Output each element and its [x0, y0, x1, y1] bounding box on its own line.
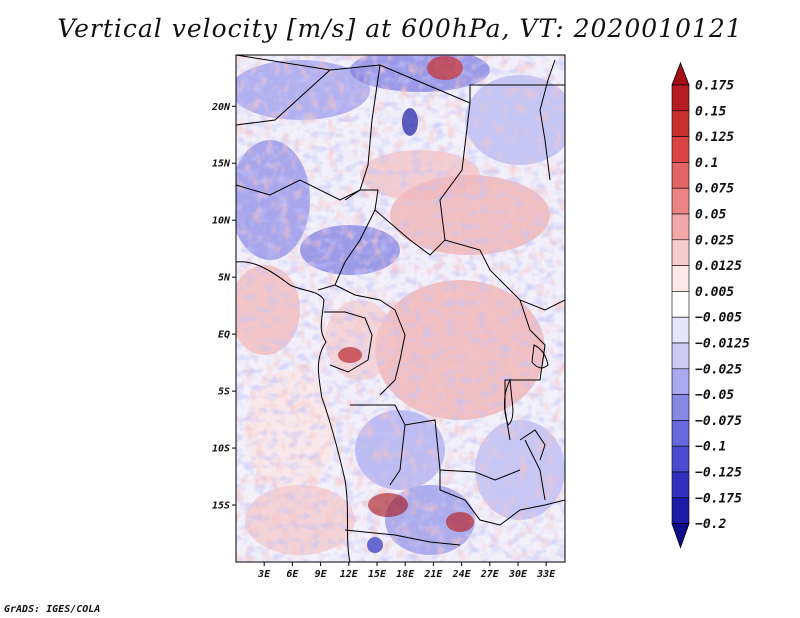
colorbar-swatch — [671, 239, 690, 266]
y-tick-label: 10N — [212, 216, 231, 227]
colorbar-level-label: −0.075 — [695, 414, 742, 429]
colorbar-level-label: 0.15 — [695, 104, 726, 119]
y-tick-label: 5N — [218, 273, 231, 284]
colorbar-swatch — [671, 342, 690, 370]
y-tick-label: 15N — [212, 159, 231, 170]
plot-frame — [235, 54, 566, 563]
colorbar-level-label: −0.175 — [695, 491, 742, 506]
x-tick-label: 33E — [536, 569, 556, 580]
colorbar-level-label: −0.05 — [695, 388, 734, 403]
colorbar-swatch — [671, 110, 690, 137]
x-tick-label: 3E — [257, 569, 271, 580]
colorbar-level-label: −0.125 — [695, 466, 742, 481]
colorbar-swatch — [671, 368, 690, 395]
colorbar-extend-bottom — [671, 523, 690, 549]
colorbar-level-label: 0.125 — [695, 130, 734, 145]
colorbar-level-label: −0.2 — [695, 517, 726, 532]
x-tick-label: 24E — [452, 569, 472, 580]
country-borders — [236, 55, 565, 562]
colorbar-swatch — [671, 136, 690, 163]
colorbar-swatch — [671, 497, 690, 524]
x-tick-label: 15E — [368, 569, 387, 580]
colorbar-swatch — [671, 316, 690, 344]
colorbar-swatch — [671, 265, 690, 292]
colorbar-level-label: 0.05 — [695, 208, 726, 223]
x-axis: 3E 6E 9E 12E 15E 18E 21E 24E 27E 30E 33E — [257, 562, 556, 580]
colorbar-level-label: −0.025 — [695, 362, 742, 377]
colorbar-swatch — [671, 445, 690, 473]
colorbar-swatch — [671, 84, 690, 112]
y-tick-label: 20N — [211, 102, 231, 113]
colorbar-level-label: −0.005 — [695, 311, 742, 326]
x-tick-label: 18E — [396, 569, 415, 580]
colorbar-swatch — [671, 471, 690, 499]
colorbar-swatch — [671, 420, 690, 447]
colorbar-swatch — [671, 213, 690, 241]
colorbar-swatch — [671, 187, 690, 215]
x-tick-label: 12E — [340, 569, 359, 580]
velocity-field — [236, 55, 565, 562]
chart-title: Vertical velocity [m/s] at 600hPa, VT: 2… — [57, 14, 743, 43]
colorbar-level-label: 0.005 — [695, 285, 734, 300]
colorbar-level-label: 0.075 — [695, 182, 734, 197]
colorbar-level-label: 0.0125 — [695, 259, 742, 274]
colorbar-swatch — [671, 394, 690, 421]
y-tick-label: 5S — [218, 387, 230, 398]
y-tick-label: EQ — [218, 330, 230, 341]
colorbar-level-label: −0.1 — [695, 440, 726, 455]
colorbar-swatch — [671, 162, 690, 189]
x-tick-label: 21E — [423, 569, 443, 580]
colorbar-swatch — [671, 291, 690, 318]
colorbar: 0.175 0.15 0.125 0.1 0.075 0.05 0.025 0.0125 0.0… — [671, 61, 750, 549]
y-tick-label: 10S — [212, 444, 230, 455]
colorbar-level-label: 0.1 — [695, 156, 718, 171]
y-tick-label: 15S — [212, 501, 230, 512]
colorbar-level-label: 0.175 — [695, 79, 734, 94]
colorbar-extend-top — [671, 61, 690, 86]
x-tick-label: 6E — [286, 569, 299, 580]
x-tick-label: 27E — [480, 569, 500, 580]
x-tick-label: 30E — [508, 569, 528, 580]
grads-credit: GrADS: IGES/COLA — [4, 604, 101, 615]
y-axis: 20N 15N 10N 5N EQ 5S 10S 15S — [211, 102, 236, 512]
colorbar-level-label: 0.025 — [695, 233, 734, 248]
x-tick-label: 9E — [315, 569, 328, 580]
colorbar-level-label: −0.0125 — [695, 337, 750, 352]
